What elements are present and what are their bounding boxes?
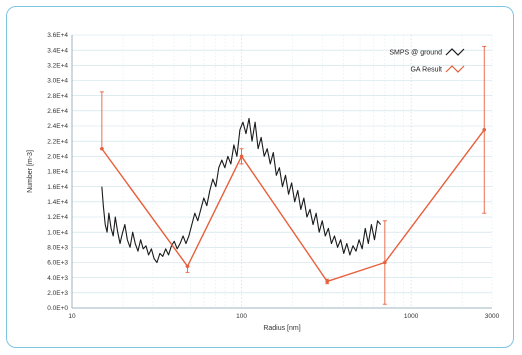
- y-tick-label: 3.6E+4: [47, 32, 68, 39]
- x-tick-label: 3000: [485, 313, 500, 320]
- chart-frame: [6, 6, 514, 348]
- y-tick-label: 1.0E+4: [47, 229, 68, 236]
- y-tick-label: 3.2E+4: [47, 63, 68, 70]
- x-tick-label: 10: [68, 313, 76, 320]
- y-tick-label: 2.4E+4: [47, 123, 68, 130]
- y-tick-label: 1.4E+4: [47, 199, 68, 206]
- y-tick-label: 8.0E+3: [47, 245, 68, 252]
- y-tick-label: 2.8E+4: [47, 93, 68, 100]
- series-line-smps: [101, 117, 382, 264]
- legend-swatch-ga: [445, 65, 465, 73]
- y-tick-label: 6.0E+3: [47, 260, 68, 267]
- y-tick-label: 1.2E+4: [47, 214, 68, 221]
- y-tick-label: 2.2E+4: [47, 138, 68, 145]
- y-tick-label: 1.8E+4: [47, 169, 68, 176]
- y-tick-label: 1.6E+4: [47, 184, 68, 191]
- y-tick-label: 3.4E+4: [47, 47, 68, 54]
- legend-label-smps: SMPS @ ground: [389, 50, 442, 57]
- y-tick-label: 2.0E+3: [47, 290, 68, 297]
- legend-swatch-smps: [445, 48, 465, 56]
- x-tick-label: 1000: [404, 313, 419, 320]
- y-tick-label: 2.0E+4: [47, 154, 68, 161]
- y-tick-label: 2.6E+4: [47, 108, 68, 115]
- x-axis-title: Radius [nm]: [263, 325, 300, 332]
- y-tick-label: 0.0E+0: [47, 305, 68, 312]
- x-tick-label: 100: [236, 313, 247, 320]
- axes-layer: 0.0E+0 2.0E+3 4.0E+3 6.0E+3 8.0E+3 1.0E+4 1.2E…: [47, 32, 499, 320]
- y-axis-title: Number [m-3]: [27, 150, 34, 193]
- series-line-ga: [101, 129, 485, 283]
- y-tick-label: 4.0E+3: [47, 275, 68, 282]
- grid-layer: [71, 34, 493, 309]
- data-layer: [99, 45, 487, 305]
- y-tick-label: 3.0E+4: [47, 78, 68, 85]
- legend: SMPS @ ground GA Result: [389, 48, 465, 74]
- legend-label-ga: GA Result: [410, 67, 442, 74]
